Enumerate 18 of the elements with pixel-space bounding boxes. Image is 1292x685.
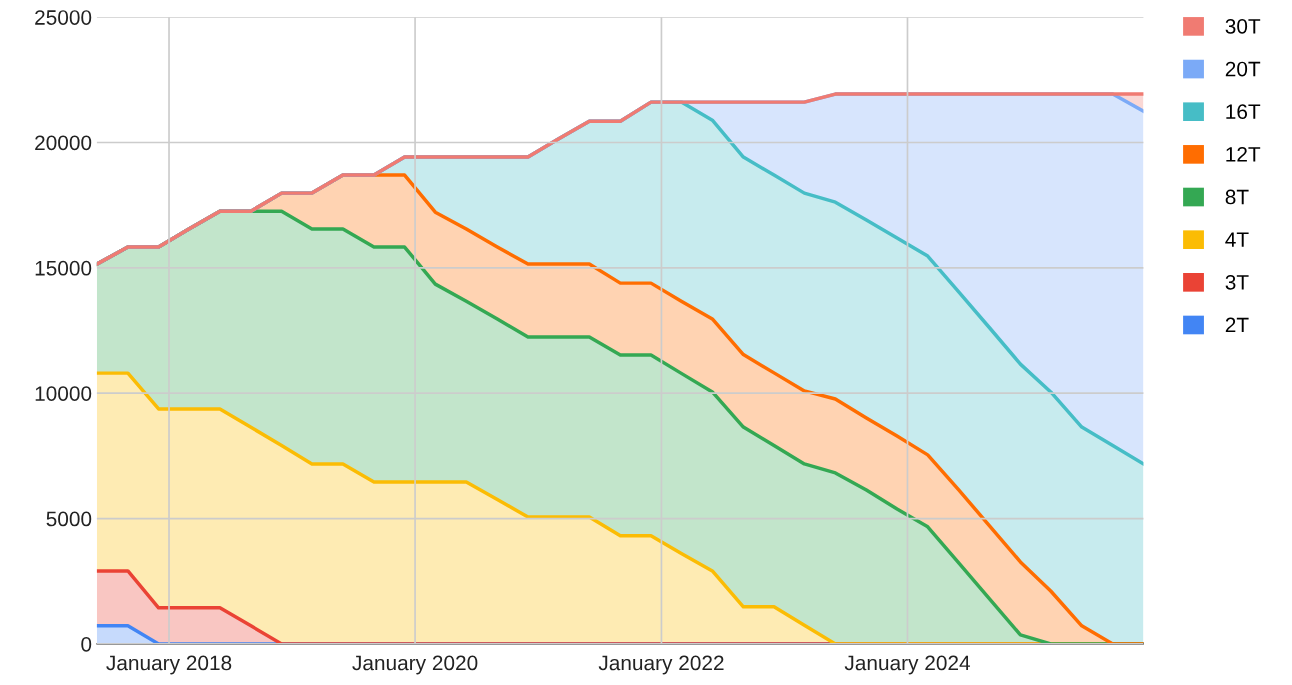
- legend-label: 16T: [1226, 104, 1261, 120]
- legend-label: 30T: [1225, 18, 1261, 34]
- legend-label: 8T: [1225, 189, 1249, 205]
- x-tick-label: January 2024: [844, 655, 971, 675]
- legend-label: 20T: [1225, 61, 1261, 77]
- y-tick-label: 25000: [35, 10, 92, 25]
- y-tick-label: 20000: [35, 135, 92, 151]
- y-tick-label: 0: [81, 636, 92, 652]
- legend-label: 12T: [1226, 146, 1261, 162]
- x-tick-label: January 2020: [352, 655, 478, 675]
- x-tick-label: January 2018: [106, 655, 232, 675]
- legend-label: 2T: [1225, 317, 1249, 333]
- y-tick-label: 15000: [35, 260, 92, 276]
- y-tick-label: 5000: [46, 511, 92, 527]
- legend-label: 4T: [1225, 232, 1249, 247]
- legend-label: 3T: [1225, 274, 1249, 290]
- x-tick-label: January 2022: [598, 655, 724, 675]
- y-tick-label: 10000: [35, 386, 92, 401]
